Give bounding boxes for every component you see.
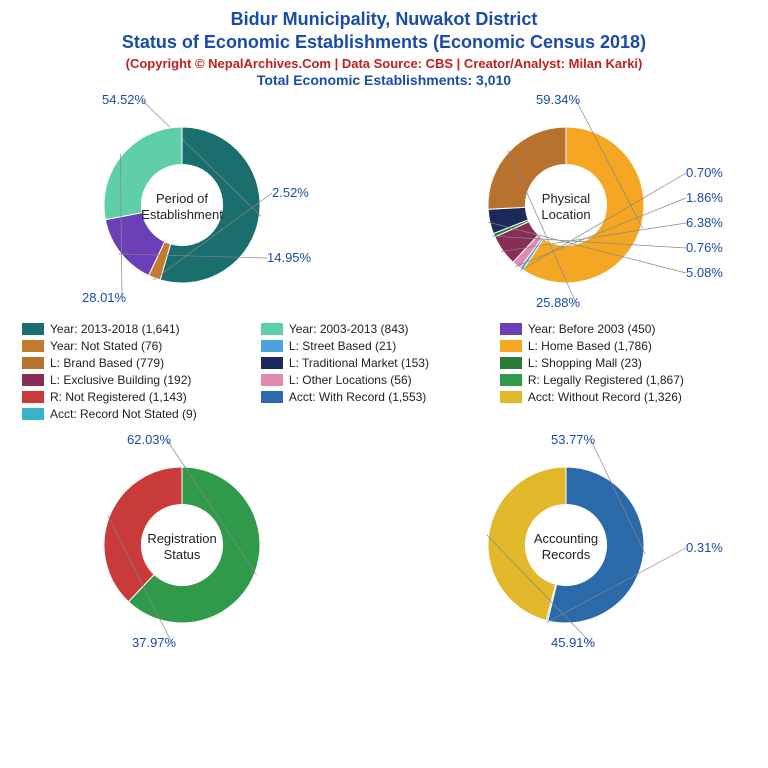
legend-item: L: Street Based (21): [261, 339, 500, 353]
legend-swatch: [22, 408, 44, 420]
legend-text: Acct: Record Not Stated (9): [50, 407, 197, 421]
legend-text: L: Home Based (1,786): [528, 339, 652, 353]
donut-center-label: Accounting Records: [521, 531, 611, 562]
legend-text: L: Exclusive Building (192): [50, 373, 191, 387]
pct-label: 2.52%: [272, 185, 309, 200]
legend-text: R: Legally Registered (1,867): [528, 373, 684, 387]
legend-text: Year: Before 2003 (450): [528, 322, 656, 336]
legend-text: L: Shopping Mall (23): [528, 356, 642, 370]
legend-item: Year: Not Stated (76): [22, 339, 261, 353]
legend-item: L: Other Locations (56): [261, 373, 500, 387]
legend-text: L: Brand Based (779): [50, 356, 164, 370]
legend: Year: 2013-2018 (1,641) Year: 2003-2013 (…: [0, 320, 768, 430]
donut-accounting: Accounting Records 53.77% 0.31% 45.91%: [396, 430, 756, 660]
legend-item: L: Exclusive Building (192): [22, 373, 261, 387]
pct-label: 25.88%: [536, 295, 580, 310]
chart-header: Bidur Municipality, Nuwakot District Sta…: [0, 0, 768, 90]
legend-item: R: Not Registered (1,143): [22, 390, 261, 404]
pct-label: 54.52%: [102, 92, 146, 107]
pct-label: 45.91%: [551, 635, 595, 650]
pct-label: 6.38%: [686, 215, 723, 230]
pct-label: 0.76%: [686, 240, 723, 255]
pct-label: 59.34%: [536, 92, 580, 107]
legend-text: Year: Not Stated (76): [50, 339, 162, 353]
donut-center-label: Registration Status: [137, 531, 227, 562]
legend-item: Acct: Record Not Stated (9): [22, 407, 261, 421]
title-line1: Bidur Municipality, Nuwakot District: [0, 8, 768, 31]
legend-swatch: [500, 374, 522, 386]
legend-swatch: [500, 323, 522, 335]
legend-swatch: [22, 323, 44, 335]
legend-text: L: Traditional Market (153): [289, 356, 429, 370]
pct-label: 5.08%: [686, 265, 723, 280]
bottom-row: Registration Status 62.03% 37.97% Accounti…: [0, 430, 768, 660]
legend-text: Acct: Without Record (1,326): [528, 390, 682, 404]
pct-label: 37.97%: [132, 635, 176, 650]
legend-swatch: [22, 391, 44, 403]
legend-text: Acct: With Record (1,553): [289, 390, 426, 404]
legend-text: L: Street Based (21): [289, 339, 396, 353]
legend-text: L: Other Locations (56): [289, 373, 412, 387]
legend-item: Acct: Without Record (1,326): [500, 390, 739, 404]
legend-swatch: [261, 340, 283, 352]
legend-text: Year: 2013-2018 (1,641): [50, 322, 180, 336]
legend-swatch: [500, 340, 522, 352]
top-row: Period of Establishment 54.52% 2.52% 14.95%…: [0, 90, 768, 320]
total-line: Total Economic Establishments: 3,010: [0, 72, 768, 88]
legend-swatch: [22, 357, 44, 369]
donut-registration: Registration Status 62.03% 37.97%: [12, 430, 372, 660]
pct-label: 28.01%: [82, 290, 126, 305]
donut-center-label: Period of Establishment: [137, 191, 227, 222]
legend-swatch: [261, 374, 283, 386]
pct-label: 53.77%: [551, 432, 595, 447]
legend-item: Year: 2013-2018 (1,641): [22, 322, 261, 336]
pct-label: 1.86%: [686, 190, 723, 205]
legend-swatch: [22, 340, 44, 352]
donut-location: Physical Location 59.34% 0.70% 1.86% 6.38% 0.…: [396, 90, 756, 320]
legend-item: L: Traditional Market (153): [261, 356, 500, 370]
legend-item: Year: 2003-2013 (843): [261, 322, 500, 336]
legend-item: Year: Before 2003 (450): [500, 322, 739, 336]
legend-item: L: Home Based (1,786): [500, 339, 739, 353]
pct-label: 0.31%: [686, 540, 723, 555]
legend-swatch: [261, 357, 283, 369]
copyright-line: (Copyright © NepalArchives.Com | Data So…: [0, 56, 768, 71]
legend-item: L: Shopping Mall (23): [500, 356, 739, 370]
legend-swatch: [22, 374, 44, 386]
pct-label: 62.03%: [127, 432, 171, 447]
legend-item: L: Brand Based (779): [22, 356, 261, 370]
legend-text: R: Not Registered (1,143): [50, 390, 187, 404]
title-line2: Status of Economic Establishments (Econo…: [0, 31, 768, 54]
legend-item: R: Legally Registered (1,867): [500, 373, 739, 387]
legend-swatch: [500, 357, 522, 369]
legend-text: Year: 2003-2013 (843): [289, 322, 409, 336]
legend-swatch: [261, 323, 283, 335]
pct-label: 0.70%: [686, 165, 723, 180]
legend-swatch: [500, 391, 522, 403]
pct-label: 14.95%: [267, 250, 311, 265]
donut-center-label: Physical Location: [521, 191, 611, 222]
legend-swatch: [261, 391, 283, 403]
donut-period: Period of Establishment 54.52% 2.52% 14.95%…: [12, 90, 372, 320]
legend-item: Acct: With Record (1,553): [261, 390, 500, 404]
